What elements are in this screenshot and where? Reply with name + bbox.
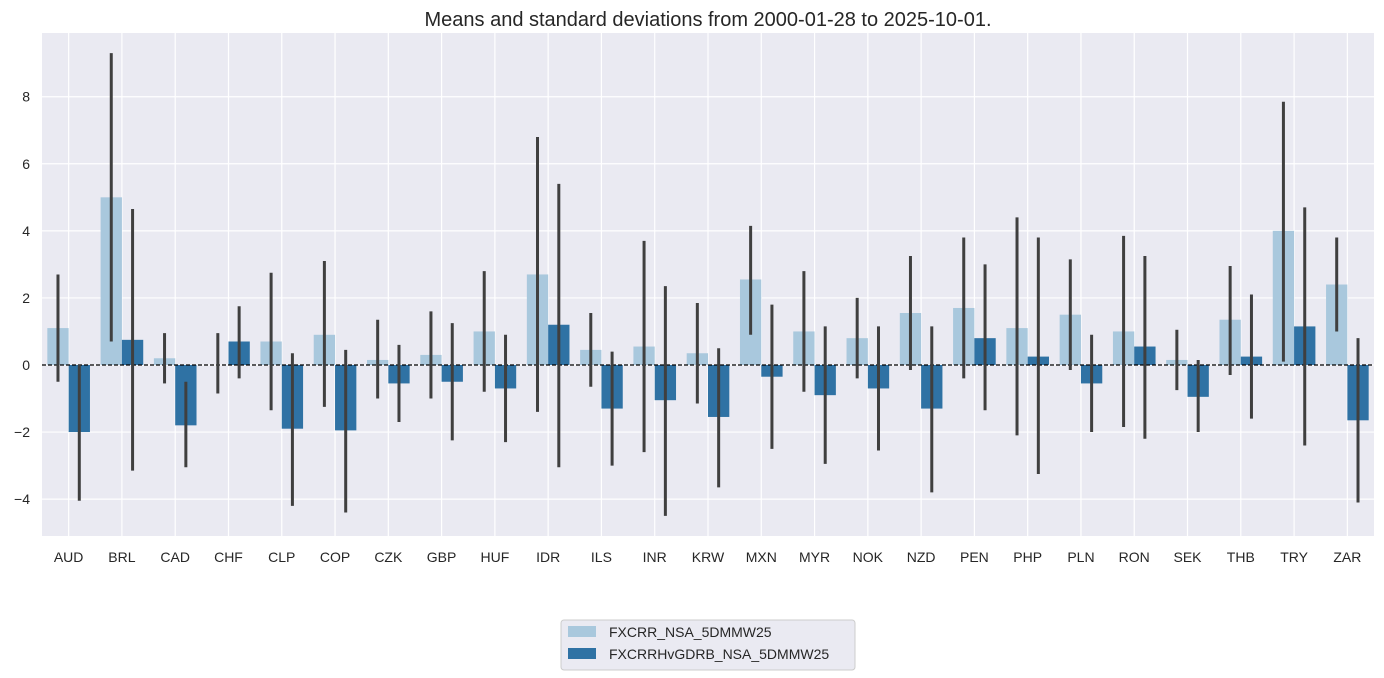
y-axis: −4 −2 0 2 4 6 8 [14,89,30,507]
x-tick-label: COP [320,549,350,565]
x-tick-label: CHF [214,549,243,565]
legend-swatch-fxcrr [568,626,596,637]
y-tick-label: 2 [22,290,30,306]
x-tick-label: BRL [108,549,135,565]
x-tick-label: CLP [268,549,295,565]
x-tick-label: IDR [536,549,560,565]
x-tick-label: KRW [692,549,725,565]
y-tick-label: −4 [14,491,30,507]
legend: FXCRR_NSA_5DMMW25 FXCRRHvGDRB_NSA_5DMMW2… [560,619,856,671]
x-tick-label: PHP [1013,549,1042,565]
x-tick-label: GBP [427,549,457,565]
x-tick-label: PLN [1067,549,1094,565]
x-tick-label: HUF [480,549,509,565]
legend-label-fxcrrhvgdrb: FXCRRHvGDRB_NSA_5DMMW25 [609,646,829,662]
x-tick-label: CAD [160,549,190,565]
x-tick-label: ZAR [1333,549,1361,565]
x-tick-label: MXN [746,549,777,565]
x-tick-label: AUD [54,549,84,565]
y-tick-label: 4 [22,223,30,239]
x-tick-label: ILS [591,549,612,565]
x-tick-label: TRY [1280,549,1308,565]
legend-box [560,619,856,671]
x-tick-label: NOK [853,549,884,565]
y-tick-label: 8 [22,89,30,105]
x-tick-label: MYR [799,549,830,565]
x-tick-label: PEN [960,549,989,565]
x-tick-label: NZD [907,549,936,565]
error-bars [56,53,1360,516]
legend-swatch-fxcrrhvgdrb [568,648,596,659]
x-tick-label: CZK [374,549,403,565]
y-tick-label: 0 [22,357,30,373]
x-tick-label: SEK [1174,549,1203,565]
x-tick-label: THB [1227,549,1255,565]
y-tick-label: 6 [22,156,30,172]
x-tick-label: INR [643,549,667,565]
y-tick-label: −2 [14,424,30,440]
x-tick-label: RON [1119,549,1150,565]
chart-title: Means and standard deviations from 2000-… [424,9,991,31]
legend-label-fxcrr: FXCRR_NSA_5DMMW25 [609,624,772,640]
x-axis: AUD BRL CAD CHF CLP COP CZK GBP HUF IDR ILS INR KRW M… [54,549,1362,565]
